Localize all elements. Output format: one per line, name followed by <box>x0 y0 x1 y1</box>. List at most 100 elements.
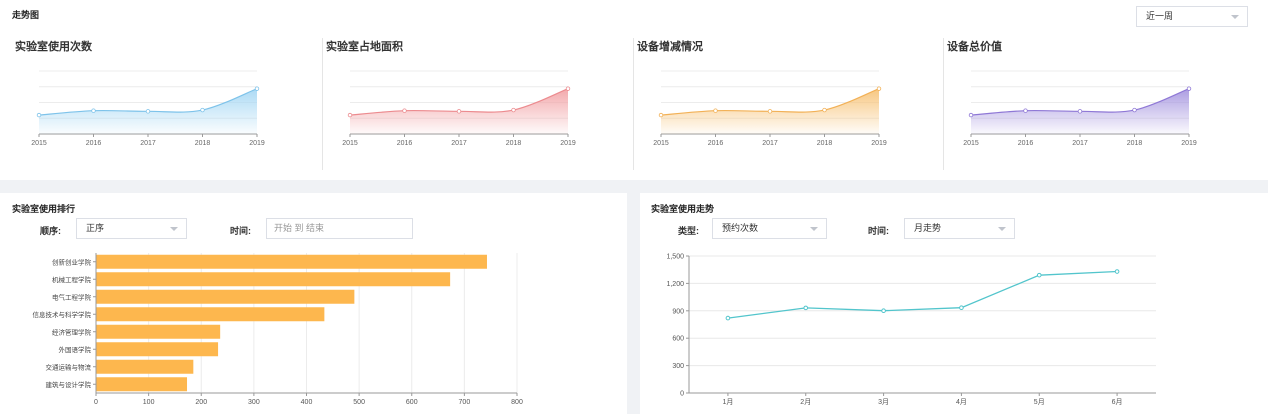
data-point <box>1132 107 1137 113</box>
data-point <box>254 86 260 91</box>
type-select-value: 预约次数 <box>722 223 759 233</box>
y-tick-label: 1,500 <box>666 254 684 261</box>
x-tick-label: 200 <box>195 399 207 406</box>
y-tick-label: 机械工程学院 <box>52 275 92 284</box>
x-tick-label: 2019 <box>560 140 576 147</box>
bar <box>96 359 194 374</box>
x-tick-label: 1月 <box>722 398 733 406</box>
data-point <box>1186 86 1192 91</box>
mini-charts-svg: 2015 2016 2017 2018 2019 2015 2016 2017 2018 2019… <box>31 70 1197 147</box>
bar <box>96 254 487 269</box>
x-tick-label: 2016 <box>1018 140 1034 147</box>
bar <box>96 324 221 339</box>
x-tick-label: 800 <box>511 399 523 406</box>
data-point <box>91 108 96 113</box>
ranking-bar-chart: 0 100 200 300 400 500 600 700 800 创新创业学院机械工程学院电气工… <box>33 253 523 406</box>
data-point <box>968 112 974 118</box>
x-tick-label: 4月 <box>956 398 967 406</box>
x-tick-label: 2018 <box>817 140 833 147</box>
bar <box>96 307 325 322</box>
period-select-value: 近一周 <box>1146 11 1174 21</box>
mini-chart-title-4: 设备总价值 <box>947 41 1002 53</box>
x-tick-label: 600 <box>406 399 418 406</box>
data-point <box>402 108 407 113</box>
x-tick-label: 2017 <box>762 140 778 147</box>
x-tick-label: 400 <box>301 399 313 406</box>
bar <box>96 377 188 392</box>
data-point <box>565 86 571 91</box>
mini-chart-title-3: 设备增减情况 <box>637 41 703 53</box>
x-tick-label: 2015 <box>963 140 979 147</box>
y-tick-label: 交通运输与物流 <box>46 362 92 371</box>
series-line <box>727 270 1118 319</box>
trend-line-chart: 0 300 600 900 1,200 1,500 1月 2月 3月 4月 5月 6月 <box>666 254 1156 406</box>
y-tick-label: 900 <box>672 308 684 315</box>
time-label: 时间: <box>230 226 251 236</box>
chevron-down-icon <box>998 227 1006 231</box>
data-point <box>881 308 886 314</box>
chevron-down-icon <box>170 227 178 231</box>
x-tick-label: 3月 <box>878 398 889 406</box>
x-tick-label: 2019 <box>249 140 265 147</box>
data-point <box>511 107 516 113</box>
data-point <box>767 109 773 114</box>
data-point <box>658 112 664 118</box>
y-tick-label: 建筑与设计学院 <box>46 380 92 389</box>
x-tick-label: 2019 <box>871 140 887 147</box>
data-point <box>1023 108 1028 113</box>
x-tick-label: 700 <box>459 399 471 406</box>
y-tick-label: 300 <box>672 363 684 370</box>
data-point <box>1077 109 1083 114</box>
date-range-placeholder: 开始 到 结束 <box>274 223 325 233</box>
data-point <box>347 112 353 118</box>
data-point <box>1114 269 1120 274</box>
y-tick-label: 外国语学院 <box>59 345 92 354</box>
order-select[interactable]: 正序 <box>76 218 187 239</box>
x-tick-label: 2018 <box>506 140 522 147</box>
trend-overview-panel: 走势图 近一周 实验室使用次数 实验室占地面积 设备增减情况 设备总价值 201… <box>0 0 1268 180</box>
x-tick-label: 2016 <box>708 140 724 147</box>
time-label: 时间: <box>868 226 889 236</box>
mini-chart-title-2: 实验室占地面积 <box>326 41 403 53</box>
x-tick-label: 300 <box>248 399 260 406</box>
usage-trend-panel: 实验室使用走势 类型: 预约次数 时间: 月走势 0 300 600 900 1,200… <box>640 193 1268 414</box>
x-tick-label: 2016 <box>86 140 102 147</box>
data-point <box>822 107 827 113</box>
x-tick-label: 2月 <box>800 398 811 406</box>
x-tick-label: 2017 <box>1072 140 1088 147</box>
period-select[interactable]: 近一周 <box>1136 6 1248 27</box>
order-label: 顺序: <box>40 226 61 236</box>
y-tick-label: 创新创业学院 <box>52 257 92 266</box>
time-select[interactable]: 月走势 <box>904 218 1015 239</box>
data-point <box>725 315 731 321</box>
x-tick-label: 2015 <box>342 140 358 147</box>
data-point <box>713 108 718 113</box>
chevron-down-icon <box>810 227 818 231</box>
usage-ranking-panel: 实验室使用排行 顺序: 正序 时间: 开始 到 结束 0 100 200 300 400… <box>0 193 627 414</box>
section-title: 走势图 <box>12 10 40 20</box>
data-point <box>36 112 42 118</box>
divider <box>322 38 323 170</box>
date-range-input[interactable]: 开始 到 结束 <box>266 218 413 239</box>
chevron-down-icon <box>1231 15 1239 19</box>
y-tick-label: 电气工程学院 <box>52 292 92 301</box>
bar <box>96 342 219 357</box>
data-point <box>803 305 809 311</box>
x-tick-label: 0 <box>94 399 98 406</box>
x-tick-label: 2017 <box>451 140 467 147</box>
bar <box>96 272 451 287</box>
x-tick-label: 5月 <box>1034 398 1045 406</box>
type-select[interactable]: 预约次数 <box>712 218 827 239</box>
x-tick-label: 6月 <box>1112 398 1123 406</box>
y-tick-label: 1,200 <box>666 281 684 288</box>
x-tick-label: 2018 <box>1127 140 1143 147</box>
order-select-value: 正序 <box>86 223 105 233</box>
x-tick-label: 2019 <box>1181 140 1197 147</box>
x-tick-label: 2016 <box>397 140 413 147</box>
x-tick-label: 500 <box>353 399 365 406</box>
section-title: 实验室使用走势 <box>651 204 715 214</box>
y-tick-label: 经济管理学院 <box>52 327 92 336</box>
x-tick-label: 2018 <box>195 140 211 147</box>
divider <box>943 38 944 170</box>
x-tick-label: 2017 <box>140 140 156 147</box>
